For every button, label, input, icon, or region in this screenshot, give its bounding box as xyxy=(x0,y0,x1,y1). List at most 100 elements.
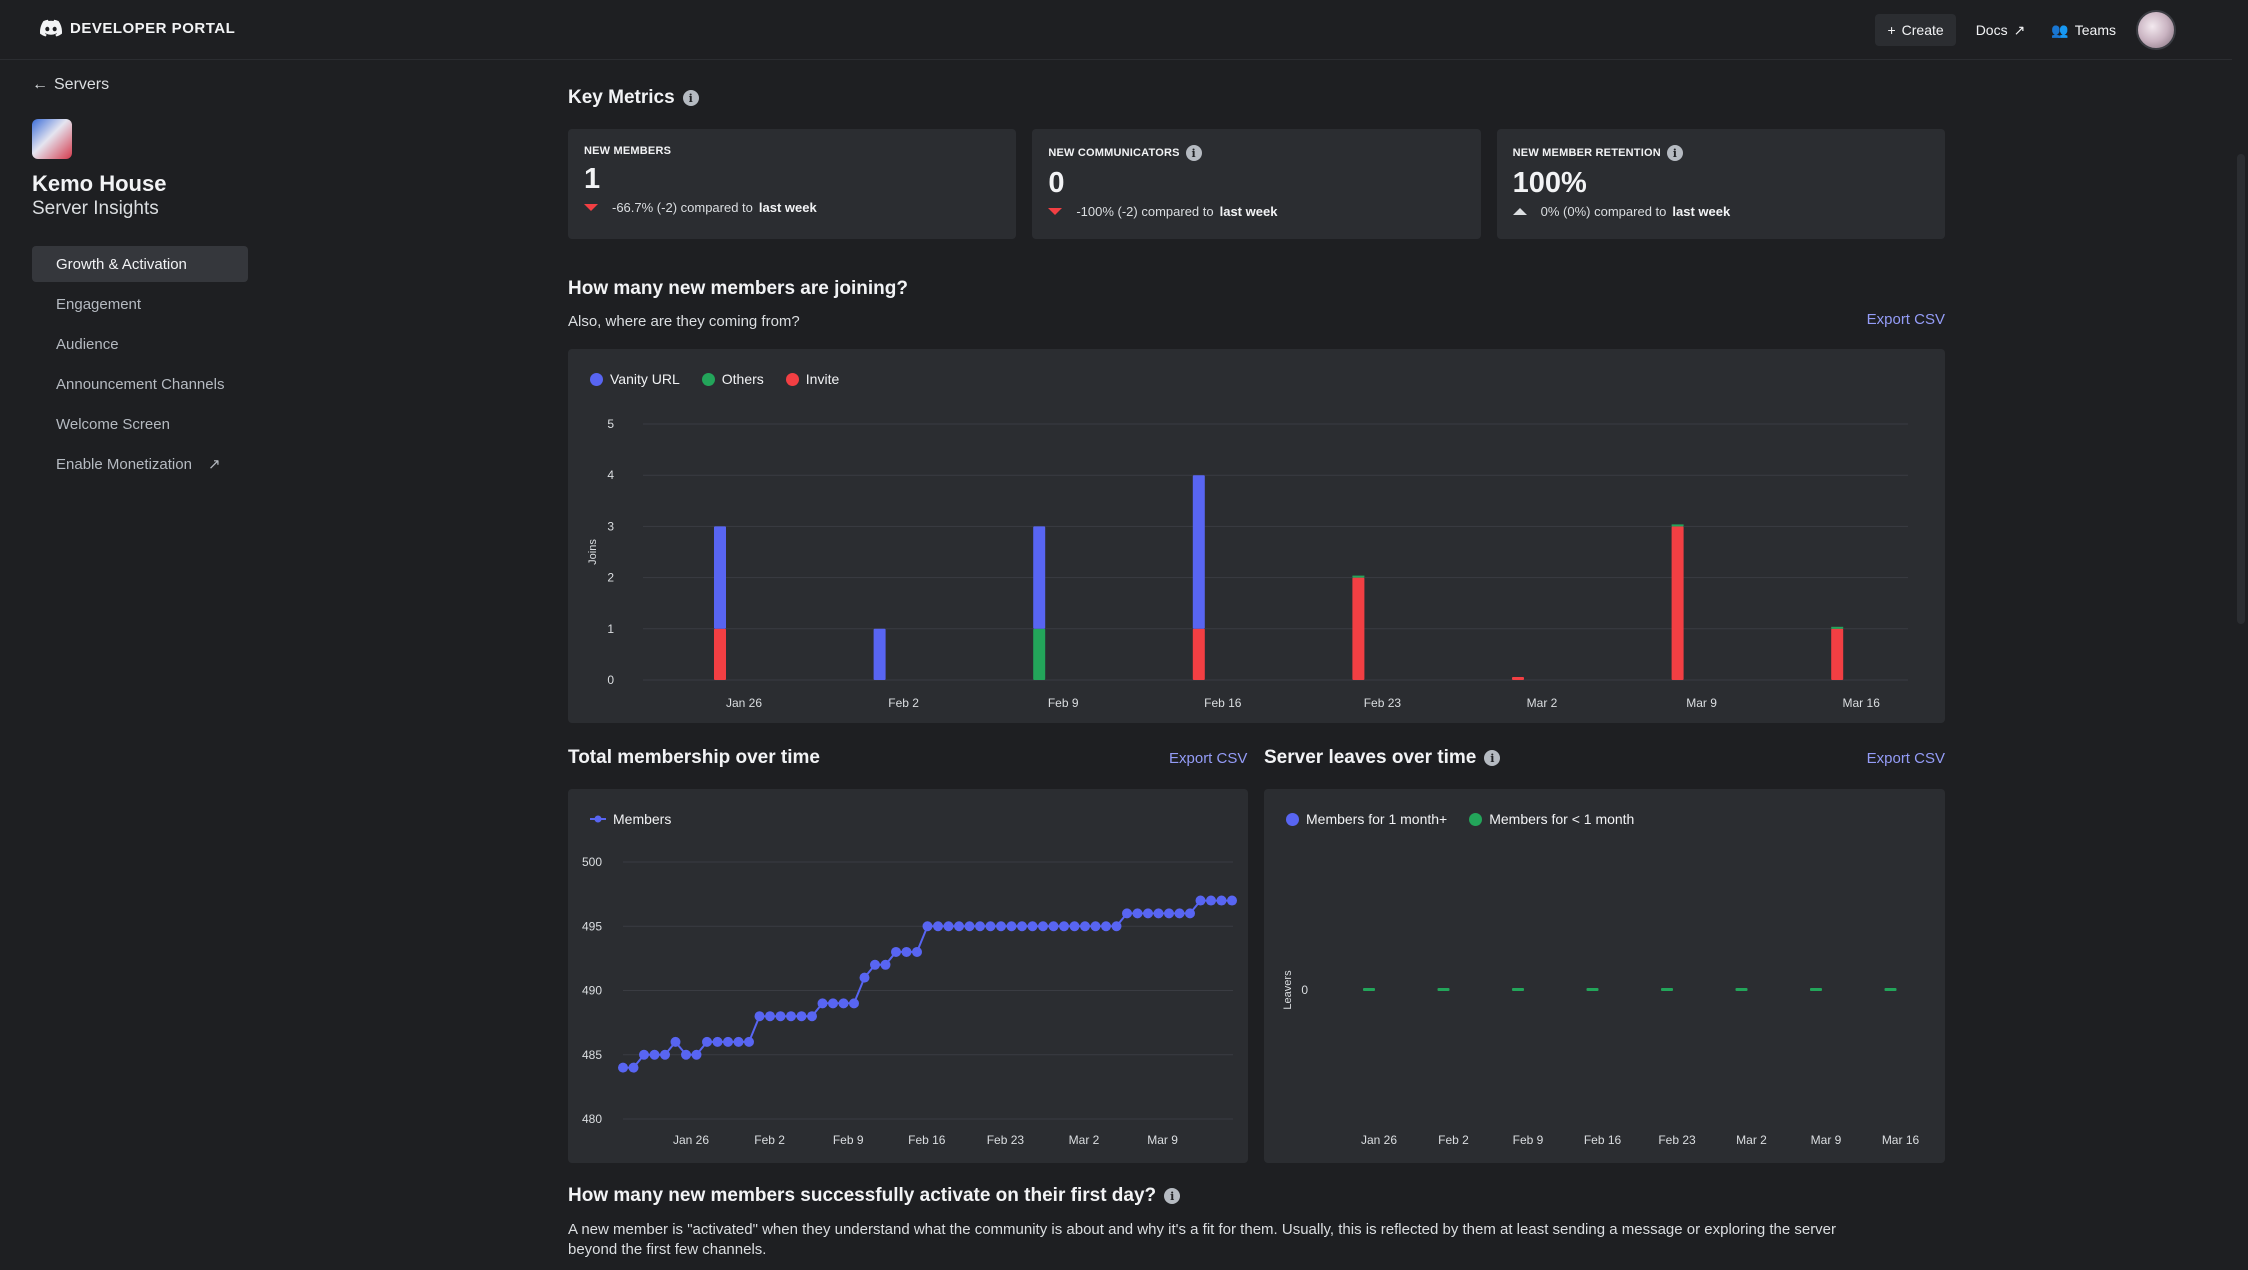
external-link-icon: ↗ xyxy=(2013,21,2026,38)
membership-legend: Members xyxy=(590,811,671,827)
x-tick-label: Feb 23 xyxy=(987,1133,1025,1147)
metric-value: 0 xyxy=(1048,167,1065,199)
data-point xyxy=(901,946,912,957)
sidebar-item-announcement-channels[interactable]: Announcement Channels xyxy=(32,366,248,402)
data-point xyxy=(702,1036,712,1047)
metric-label: NEW COMMUNICATORS i xyxy=(1048,145,1464,161)
x-tick-label: Feb 2 xyxy=(754,1133,785,1147)
nav-label: Enable Monetization xyxy=(56,455,192,473)
delta-period: last week xyxy=(1219,204,1278,219)
y-tick-label: 4 xyxy=(607,468,614,482)
x-tick-label: Feb 9 xyxy=(833,1133,864,1147)
teams-link[interactable]: 👥 Teams xyxy=(2045,14,2122,47)
data-point xyxy=(744,1036,754,1047)
leaves-legend: Members for 1 month+ Members for < 1 mon… xyxy=(1286,811,1634,827)
y-tick-label: 0 xyxy=(607,673,614,687)
leave-marker xyxy=(1363,988,1375,991)
sidebar-item-audience[interactable]: Audience xyxy=(32,326,248,362)
scrollbar-thumb[interactable] xyxy=(2237,154,2245,624)
bar-segment-vanity xyxy=(1033,526,1046,629)
legend-dot xyxy=(785,372,799,386)
bar-cap xyxy=(1352,575,1365,578)
data-point xyxy=(670,1036,681,1047)
data-point xyxy=(1101,921,1111,932)
sidebar-item-engagement[interactable]: Engagement xyxy=(32,286,248,322)
data-point xyxy=(1174,908,1185,919)
data-point xyxy=(880,959,891,970)
x-tick-label: Mar 9 xyxy=(1811,1133,1842,1147)
x-tick-label: Feb 16 xyxy=(908,1133,946,1147)
docs-label: Docs xyxy=(1975,22,2008,38)
sidebar-item-welcome-screen[interactable]: Welcome Screen xyxy=(32,406,248,442)
y-tick-label: 485 xyxy=(582,1048,602,1062)
data-point xyxy=(985,921,996,932)
leaves-heading: Server leaves over time i xyxy=(1264,747,1501,769)
sidebar-item-growth-activation[interactable]: Growth & Activation xyxy=(32,246,248,282)
docs-link[interactable]: Docs ↗ xyxy=(1970,14,2032,47)
info-icon[interactable]: i xyxy=(1185,145,1202,161)
legend-item-members[interactable]: Members xyxy=(590,811,671,827)
data-point xyxy=(1111,921,1122,932)
back-label: Servers xyxy=(54,76,110,93)
info-icon[interactable]: i xyxy=(1164,1188,1181,1204)
x-tick-label: Jan 26 xyxy=(726,696,762,710)
bar-segment-invite xyxy=(714,628,726,680)
leave-marker xyxy=(1586,988,1599,991)
data-point xyxy=(975,921,985,932)
legend-item-members-1-month-plus[interactable]: Members for 1 month+ xyxy=(1286,811,1447,827)
y-tick-label: 2 xyxy=(607,571,614,585)
export-csv-joins-link[interactable]: Export CSV xyxy=(1866,311,1945,328)
scrollbar[interactable] xyxy=(2232,60,2248,1270)
bar-segment-others xyxy=(1033,628,1046,680)
delta-text: -66.7% (-2) compared to xyxy=(612,200,753,215)
data-point xyxy=(922,921,933,932)
legend-item-vanity-url[interactable]: Vanity URL xyxy=(590,371,680,387)
y-tick-label: 495 xyxy=(582,919,602,933)
legend-item-members-less-1-month[interactable]: Members for < 1 month xyxy=(1469,811,1634,827)
create-button[interactable]: + Create xyxy=(1875,14,1956,46)
legend-label: Members for < 1 month xyxy=(1489,811,1635,827)
export-csv-leaves-link[interactable]: Export CSV xyxy=(1866,750,1945,767)
legend-item-others[interactable]: Others xyxy=(701,371,764,387)
create-label: Create xyxy=(1901,22,1944,38)
info-icon[interactable]: i xyxy=(1484,750,1501,766)
data-point xyxy=(775,1011,786,1022)
legend-dot xyxy=(1469,812,1483,826)
leave-marker xyxy=(1512,988,1524,991)
data-point xyxy=(796,1011,807,1022)
x-tick-label: Mar 2 xyxy=(1736,1133,1767,1147)
data-point xyxy=(1132,908,1143,919)
y-tick-label: 1 xyxy=(607,622,614,636)
sidebar-item-enable-monetization[interactable]: Enable Monetization ↗ xyxy=(32,446,248,482)
back-to-servers-link[interactable]: ← Servers xyxy=(32,76,109,94)
x-tick-label: Feb 9 xyxy=(1048,696,1079,710)
teams-label: Teams xyxy=(2074,22,2116,38)
legend-label: Members for 1 month+ xyxy=(1306,811,1448,827)
data-point xyxy=(681,1049,691,1060)
export-csv-membership-link[interactable]: Export CSV xyxy=(1169,750,1248,767)
info-icon[interactable]: i xyxy=(1666,145,1683,161)
nav-label: Growth & Activation xyxy=(56,255,187,273)
data-point xyxy=(807,1011,817,1022)
data-point xyxy=(1216,895,1227,906)
info-icon[interactable]: i xyxy=(682,90,699,106)
activation-description: A new member is "activated" when they un… xyxy=(568,1221,1837,1258)
legend-label: Members xyxy=(613,811,672,827)
x-tick-label: Mar 16 xyxy=(1882,1133,1920,1147)
data-point xyxy=(1038,921,1048,932)
bar-segment-empty xyxy=(1512,677,1524,680)
x-tick-label: Jan 26 xyxy=(1361,1133,1397,1147)
metric-card-new-members: NEW MEMBERS 1 -66.7% (-2) compared to la… xyxy=(568,129,1017,239)
user-avatar[interactable] xyxy=(2136,10,2176,50)
key-metrics-title: Key Metrics xyxy=(568,87,675,108)
data-point xyxy=(891,946,901,957)
developer-portal-logo[interactable]: DEVELOPER PORTAL xyxy=(40,19,235,37)
metric-card-new-communicators: NEW COMMUNICATORS i 0 -100% (-2) compare… xyxy=(1032,129,1481,239)
delta-text: -100% (-2) compared to xyxy=(1076,204,1214,219)
y-tick-label: 0 xyxy=(1301,983,1308,997)
data-point xyxy=(1164,908,1174,919)
legend-item-invite[interactable]: Invite xyxy=(785,371,839,387)
x-tick-label: Feb 2 xyxy=(1438,1133,1469,1147)
x-tick-label: Feb 23 xyxy=(1364,696,1402,710)
nav-label: Engagement xyxy=(56,295,142,313)
